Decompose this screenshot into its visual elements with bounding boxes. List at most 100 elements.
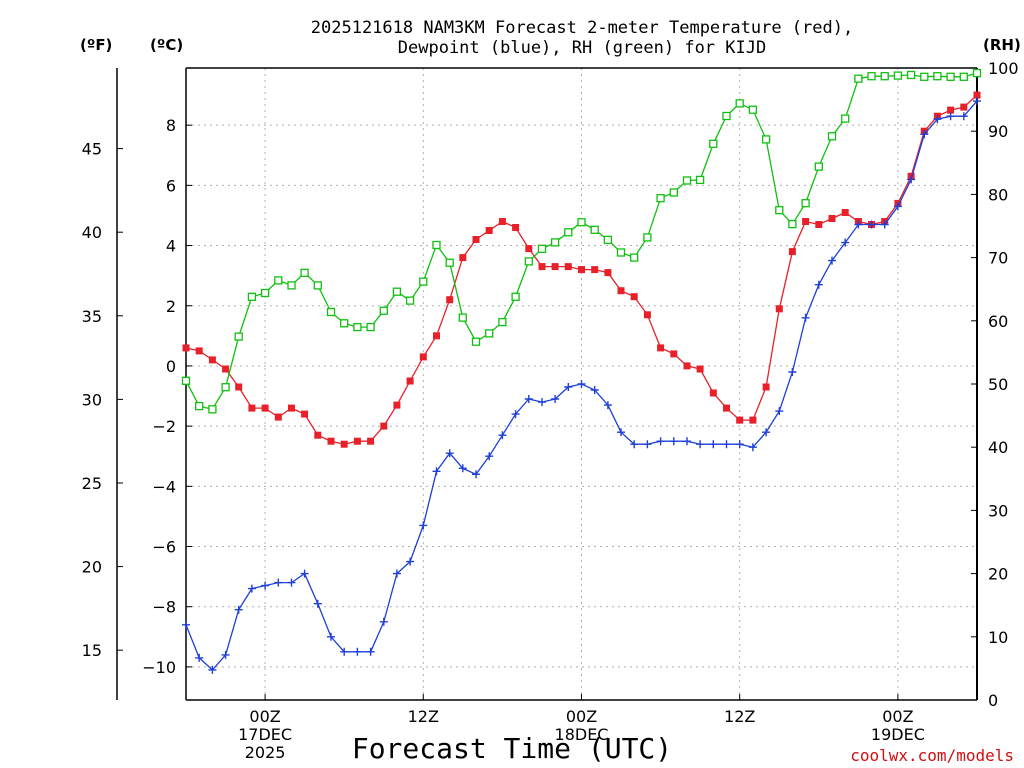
dewpoint-point (524, 395, 533, 403)
relative-humidity-point (814, 162, 823, 171)
relative-humidity-point (616, 248, 626, 257)
relative-humidity-point (933, 72, 942, 81)
dewpoint-point (590, 386, 599, 394)
temperature-point (301, 410, 309, 418)
temperature-point (274, 413, 282, 421)
dewpoint-point (300, 569, 309, 578)
temperature-point (446, 296, 454, 304)
dewpoint-point (775, 407, 784, 416)
rh-tick-label: 100 (988, 59, 1019, 78)
dewpoint-point (234, 605, 243, 614)
relative-humidity-point (669, 188, 678, 197)
temperature-point (591, 266, 599, 274)
relative-humidity-point (959, 72, 968, 81)
rh-tick-label: 80 (988, 185, 1008, 204)
temperature-point (775, 305, 783, 313)
relative-humidity-point (972, 68, 982, 78)
dewpoint-point (287, 578, 296, 587)
fahrenheit-tick-label: 35 (82, 307, 102, 326)
time-tick-label: 12Z (408, 707, 439, 726)
relative-humidity-point (577, 218, 586, 227)
temperature-point (367, 437, 375, 445)
temperature-point (288, 404, 295, 412)
celsius-tick-label: 8 (166, 116, 176, 135)
dewpoint-point (933, 115, 942, 124)
celsius-tick-label: −2 (152, 417, 176, 436)
dewpoint-point (907, 175, 916, 184)
dewpoint-point (643, 440, 652, 449)
time-tick-label: 17DEC (238, 725, 292, 744)
relative-humidity-point (709, 139, 718, 148)
temperature-point (723, 404, 730, 412)
fahrenheit-tick-label: 25 (82, 474, 102, 493)
celsius-tick-label: 2 (166, 297, 176, 316)
relative-humidity-point (801, 199, 810, 208)
dewpoint-point (709, 440, 718, 449)
temperature-point (340, 440, 348, 448)
temperature-point (947, 106, 955, 114)
rh-tick-label: 40 (988, 438, 1008, 457)
celsius-tick-label: −4 (152, 477, 176, 496)
relative-humidity-point (458, 313, 467, 322)
dewpoint-point (261, 581, 270, 590)
temperature-point (261, 404, 269, 412)
dewpoint-point (683, 437, 691, 446)
rh-tick-label: 90 (988, 122, 1008, 141)
dewpoint-point (247, 584, 256, 593)
relative-humidity-point (445, 258, 454, 267)
dewpoint-point (880, 220, 889, 229)
relative-humidity-point (300, 268, 309, 277)
relative-humidity-point (208, 405, 217, 414)
temperature-point (564, 263, 572, 271)
temperature-point (630, 293, 638, 301)
celsius-tick-label: 0 (166, 357, 176, 376)
dewpoint-point (327, 632, 335, 641)
dewpoint-point (195, 653, 204, 662)
relative-humidity-point (643, 233, 652, 242)
relative-humidity-point (524, 257, 533, 266)
dewpoint-point (366, 647, 375, 656)
dewpoint-point (748, 443, 757, 452)
celsius-tick-label: −8 (152, 598, 176, 617)
fahrenheit-tick-label: 40 (82, 223, 102, 242)
relative-humidity-point (419, 277, 428, 286)
temperature-point (736, 416, 744, 424)
relative-humidity-point (432, 240, 441, 250)
dewpoint-point (406, 557, 415, 566)
dewpoint-point (801, 313, 810, 322)
temperature-point (762, 383, 770, 391)
temperature-point (538, 263, 546, 271)
dewpoint-point (577, 380, 586, 388)
temperature-point (472, 236, 480, 243)
fahrenheit-tick-label: 30 (82, 390, 102, 409)
relative-humidity-point (564, 228, 573, 237)
temperature-point (643, 311, 651, 319)
dewpoint-point (722, 440, 731, 449)
temperature-point (828, 215, 836, 222)
dewpoint-point (828, 256, 836, 265)
relative-humidity-point (682, 176, 692, 185)
dewpoint-point (696, 440, 705, 449)
dewpoint-point (392, 569, 401, 578)
dewpoint-point (208, 665, 217, 674)
relative-humidity-point (366, 322, 375, 332)
temperature-point (485, 227, 493, 234)
temperature-point (195, 347, 203, 355)
temperature-point (208, 356, 216, 364)
dewpoint-point (313, 599, 322, 608)
rh-tick-label: 10 (988, 628, 1008, 647)
relative-humidity-point (854, 74, 863, 83)
celsius-axis-unit: (ºC) (150, 36, 184, 54)
rh-tick-label: 50 (988, 375, 1008, 394)
dewpoint-point (735, 440, 744, 449)
temperature-point (604, 269, 612, 277)
dewpoint-point (485, 452, 494, 461)
temperature-point (327, 437, 335, 445)
time-tick-label: 00Z (566, 707, 597, 726)
dewpoint-point (472, 470, 480, 479)
dewpoint-point (893, 202, 902, 211)
relative-humidity-point (181, 376, 191, 385)
time-tick-label: 00Z (882, 707, 913, 726)
fahrenheit-axis-unit: (ºF) (80, 36, 113, 54)
relative-humidity-point (788, 219, 797, 229)
